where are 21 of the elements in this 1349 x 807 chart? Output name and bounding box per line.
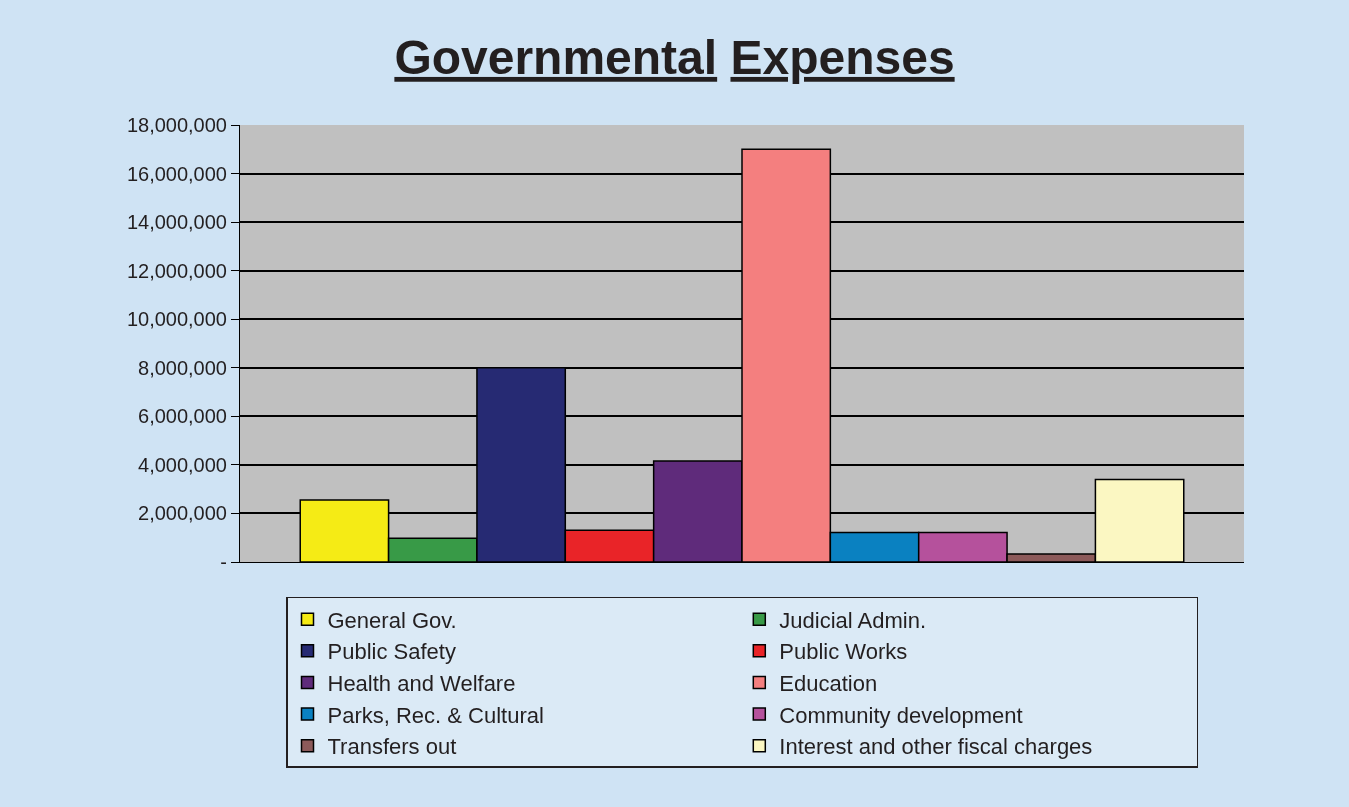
y-tick-label: 8,000,000 bbox=[138, 356, 227, 379]
legend-label: Interest and other fiscal charges bbox=[779, 734, 1093, 760]
legend-label: Parks, Rec. & Cultural bbox=[327, 702, 544, 728]
legend-label: Public Safety bbox=[327, 639, 456, 665]
y-tick-label: 10,000,000 bbox=[126, 308, 227, 331]
legend-label: Community development bbox=[779, 702, 1023, 728]
y-tick-label: 16,000,000 bbox=[126, 162, 227, 185]
y-tick-label: 6,000,000 bbox=[138, 405, 227, 428]
y-tick-label: 12,000,000 bbox=[126, 259, 227, 282]
legend-label: Education bbox=[779, 671, 878, 697]
chart-title: Governmental Expenses bbox=[394, 30, 955, 84]
legend-label: Public Works bbox=[779, 639, 908, 665]
legend-label: Judicial Admin. bbox=[779, 607, 927, 633]
y-tick-label: 18,000,000 bbox=[126, 114, 227, 136]
y-tick-label: 2,000,000 bbox=[138, 502, 227, 525]
y-tick-label: - bbox=[220, 551, 227, 573]
legend-label: General Gov. bbox=[327, 607, 457, 633]
y-tick-label: 14,000,000 bbox=[126, 211, 227, 234]
legend-label: Health and Welfare bbox=[327, 671, 516, 697]
y-tick-label: 4,000,000 bbox=[138, 453, 227, 476]
legend-label: Transfers out bbox=[327, 734, 457, 760]
